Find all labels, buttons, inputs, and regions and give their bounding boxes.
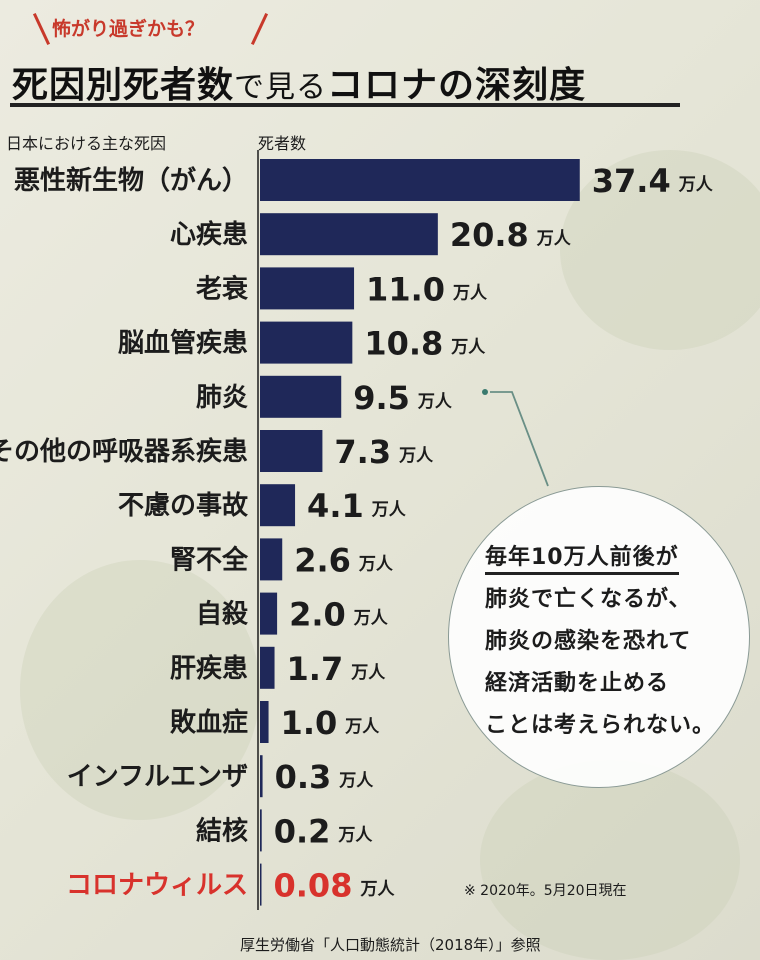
kicker: 怖がり過ぎかも？ bbox=[52, 18, 205, 40]
page-title: 死因別死者数で見るコロナの深刻度 bbox=[12, 56, 586, 108]
callout-connector bbox=[490, 391, 549, 487]
unit-label-2: 万人 bbox=[452, 283, 488, 303]
value-label-7: 2.6 bbox=[294, 541, 351, 579]
value-label-9: 1.7 bbox=[287, 650, 344, 688]
source-note: 厚生労働省「人口動態統計（2018年）」参照 bbox=[240, 936, 541, 954]
title-rule bbox=[10, 103, 680, 107]
callout-line-3: 肺炎の感染を恐れて bbox=[485, 629, 692, 654]
unit-label-9: 万人 bbox=[350, 663, 386, 683]
bar-1 bbox=[260, 213, 438, 256]
title-part2: で見る bbox=[234, 70, 328, 105]
category-label-13: コロナウィルス bbox=[66, 871, 248, 901]
unit-label-1: 万人 bbox=[536, 229, 572, 249]
category-label-3: 脳血管疾患 bbox=[117, 328, 248, 359]
callout-line-1: 毎年10万人前後が bbox=[485, 539, 679, 575]
value-header: 死者数 bbox=[258, 134, 307, 153]
bar-0 bbox=[260, 159, 580, 201]
callout-line-5: ことは考えられない。 bbox=[485, 713, 716, 738]
category-label-2: 老衰 bbox=[196, 273, 249, 304]
callout-line-2: 肺炎で亡くなるが、 bbox=[485, 587, 692, 612]
category-label-11: インフルエンザ bbox=[67, 762, 248, 792]
bar-2 bbox=[260, 267, 355, 310]
unit-label-8: 万人 bbox=[353, 609, 389, 629]
category-label-9: 肝疾患 bbox=[170, 653, 248, 684]
bar-4 bbox=[260, 375, 342, 418]
category-label-8: 自殺 bbox=[196, 599, 249, 630]
bar-13 bbox=[260, 863, 262, 906]
unit-label-10: 万人 bbox=[344, 717, 380, 737]
bar-11 bbox=[260, 755, 263, 798]
value-label-0: 37.4 bbox=[592, 162, 671, 200]
value-label-11: 0.3 bbox=[275, 758, 332, 796]
unit-label-6: 万人 bbox=[371, 500, 407, 520]
bar-8 bbox=[260, 592, 278, 635]
bar-3 bbox=[260, 321, 353, 364]
callout-dot bbox=[482, 389, 488, 395]
category-label-10: 敗血症 bbox=[170, 707, 248, 738]
category-label-0: 悪性新生物（がん） bbox=[14, 165, 248, 196]
category-label-4: 肺炎 bbox=[196, 383, 248, 413]
title-part3: コロナの深刻度 bbox=[327, 65, 587, 106]
date-note: ※ 2020年。5月20日現在 bbox=[464, 883, 627, 899]
value-label-10: 1.0 bbox=[281, 704, 338, 742]
unit-label-5: 万人 bbox=[398, 446, 434, 466]
callout-bubble: 毎年10万人前後が 肺炎で亡くなるが、 肺炎の感染を恐れて 経済活動を止める こ… bbox=[448, 486, 750, 788]
value-label-3: 10.8 bbox=[364, 325, 443, 363]
category-label-1: 心疾患 bbox=[170, 219, 248, 250]
value-label-4: 9.5 bbox=[353, 379, 410, 417]
bar-9 bbox=[260, 646, 275, 689]
category-label-5: その他の呼吸器系疾患 bbox=[0, 436, 248, 467]
value-label-2: 11.0 bbox=[366, 270, 445, 308]
bar-7 bbox=[260, 538, 283, 581]
value-label-8: 2.0 bbox=[289, 596, 346, 634]
unit-label-3: 万人 bbox=[450, 338, 486, 358]
category-label-12: 結核 bbox=[196, 815, 248, 846]
unit-label-11: 万人 bbox=[338, 771, 374, 791]
unit-label-4: 万人 bbox=[417, 392, 453, 412]
category-header: 日本における主な死因 bbox=[6, 134, 167, 153]
value-label-12: 0.2 bbox=[274, 812, 331, 850]
value-label-6: 4.1 bbox=[307, 487, 364, 525]
unit-label-7: 万人 bbox=[358, 554, 394, 574]
value-label-5: 7.3 bbox=[334, 433, 391, 471]
callout-line-4: 経済活動を止める bbox=[485, 671, 670, 696]
unit-label-0: 万人 bbox=[678, 175, 714, 195]
bar-5 bbox=[260, 430, 323, 472]
value-label-1: 20.8 bbox=[450, 216, 529, 254]
category-label-7: 腎不全 bbox=[170, 544, 249, 575]
bar-6 bbox=[260, 484, 296, 527]
bar-10 bbox=[260, 701, 269, 743]
value-label-13: 0.08 bbox=[274, 867, 353, 905]
category-label-6: 不慮の事故 bbox=[118, 491, 248, 521]
bar-12 bbox=[260, 809, 262, 852]
unit-label-12: 万人 bbox=[337, 825, 373, 845]
unit-label-13: 万人 bbox=[359, 880, 395, 900]
title-part1: 死因別死者数 bbox=[12, 65, 235, 106]
